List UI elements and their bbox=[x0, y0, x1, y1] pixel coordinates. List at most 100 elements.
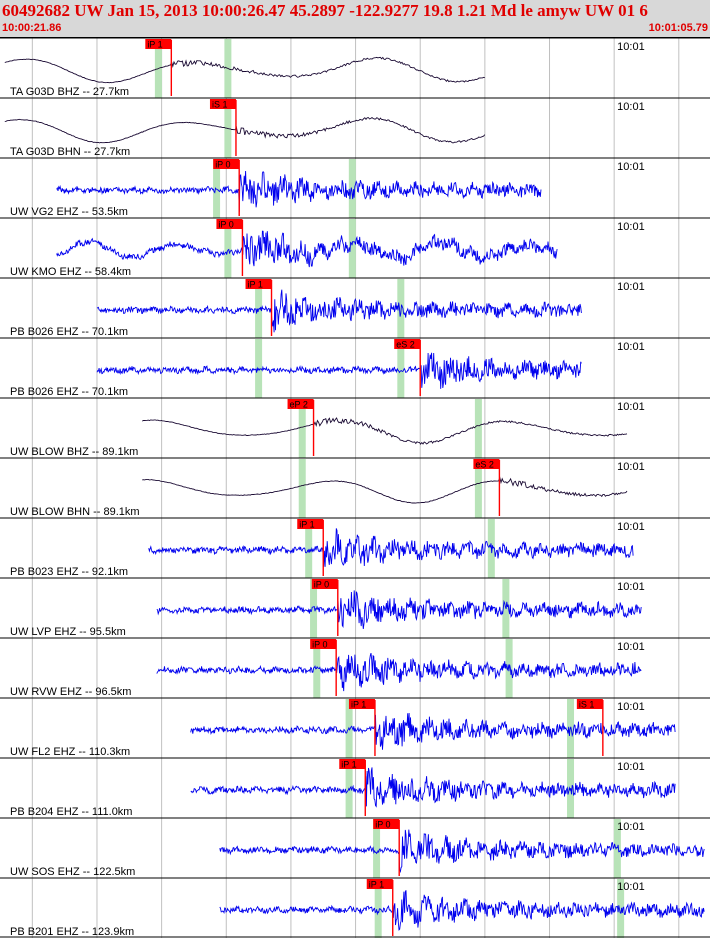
station-label: PB B204 EHZ -- 111.0km bbox=[10, 806, 132, 818]
station-label: PB B026 EHZ -- 70.1km bbox=[10, 326, 128, 338]
pick-label: iP 1 bbox=[299, 520, 314, 530]
time-mark-label: 10:01 bbox=[617, 821, 645, 833]
pick-window bbox=[374, 879, 382, 938]
station-label: PB B026 EHZ -- 70.1km bbox=[10, 386, 128, 398]
pick-window bbox=[224, 219, 232, 278]
station-label: UW BLOW BHZ -- 89.1km bbox=[10, 446, 138, 458]
pick-label: iS 1 bbox=[579, 700, 595, 710]
pick-window bbox=[310, 579, 318, 638]
pick-window bbox=[373, 819, 381, 878]
time-mark-label: 10:01 bbox=[617, 281, 645, 293]
trace-row: eP 2 10:01 UW BLOW BHZ -- 89.1km bbox=[0, 397, 710, 458]
pick-window bbox=[617, 879, 625, 938]
pick-label: iP 0 bbox=[375, 820, 390, 830]
pick-box[interactable] bbox=[287, 399, 314, 409]
waveform bbox=[156, 590, 642, 630]
trace-row: iP 1 10:01 PB B201 EHZ -- 123.9km bbox=[0, 877, 710, 938]
pick-label: eS 2 bbox=[475, 460, 494, 470]
trace-row: iP 1 10:01 PB B023 EHZ -- 92.1km bbox=[0, 517, 710, 578]
pick-label: iP 0 bbox=[312, 640, 327, 650]
pick-label: eS 2 bbox=[396, 340, 415, 350]
station-label: UW LVP EHZ -- 95.5km bbox=[10, 626, 126, 638]
end-time-label: 10:01:05.79 bbox=[648, 22, 708, 34]
waveform bbox=[142, 475, 628, 504]
trace-row: iP 1 10:01 TA G03D BHZ -- 27.7km bbox=[0, 38, 710, 98]
pick-label: iS 1 bbox=[212, 100, 228, 110]
pick-box[interactable] bbox=[576, 699, 603, 709]
trace-row: iP 0 10:01 UW VG2 EHZ -- 53.5km bbox=[0, 157, 710, 218]
pick-window bbox=[613, 819, 621, 878]
station-label: UW FL2 EHZ -- 110.3km bbox=[10, 746, 130, 758]
time-mark-label: 10:01 bbox=[617, 761, 645, 773]
trace-row: iP 1 10:01 PB B026 EHZ -- 70.1km bbox=[0, 277, 710, 338]
pick-box[interactable] bbox=[213, 159, 240, 169]
time-mark-label: 10:01 bbox=[617, 461, 645, 473]
station-label: PB B023 EHZ -- 92.1km bbox=[10, 566, 128, 578]
trace-row: iP 0 10:01 UW LVP EHZ -- 95.5km bbox=[0, 577, 710, 638]
event-title: 60492682 UW Jan 15, 2013 10:00:26.47 45.… bbox=[2, 1, 648, 20]
pick-label: eP 2 bbox=[290, 400, 308, 410]
waveform bbox=[4, 56, 485, 84]
waveform bbox=[156, 652, 642, 692]
time-mark-label: 10:01 bbox=[617, 701, 645, 713]
trace-row: iS 1 10:01 TA G03D BHN -- 27.7km bbox=[0, 97, 710, 158]
waveform bbox=[56, 170, 542, 212]
pick-label: iP 0 bbox=[218, 220, 233, 230]
pick-label: iP 1 bbox=[369, 880, 384, 890]
station-label: UW VG2 EHZ -- 53.5km bbox=[10, 206, 128, 218]
time-mark-label: 10:01 bbox=[617, 101, 645, 113]
waveform bbox=[56, 230, 558, 268]
pick-box[interactable] bbox=[348, 699, 375, 709]
pick-box[interactable] bbox=[473, 459, 500, 469]
waveform bbox=[219, 829, 705, 874]
pick-window bbox=[305, 519, 313, 578]
waveform bbox=[4, 117, 486, 144]
trace-row: iP 0 10:01 UW SOS EHZ -- 122.5km bbox=[0, 817, 710, 878]
pick-label: iP 1 bbox=[351, 700, 366, 710]
pick-label: iP 0 bbox=[215, 160, 230, 170]
pick-box[interactable] bbox=[209, 99, 236, 109]
pick-window bbox=[474, 459, 482, 518]
station-label: UW KMO EHZ -- 58.4km bbox=[10, 266, 131, 278]
trace-row: iP 1 10:01 PB B204 EHZ -- 111.0km bbox=[0, 757, 710, 818]
pick-label: iP 1 bbox=[147, 40, 162, 50]
pick-box[interactable] bbox=[245, 279, 272, 289]
pick-label: iP 0 bbox=[314, 580, 329, 590]
waveform bbox=[219, 890, 705, 931]
trace-row: iP 0 10:01 UW KMO EHZ -- 58.4km bbox=[0, 217, 710, 278]
pick-label: iP 1 bbox=[341, 760, 356, 770]
time-mark-label: 10:01 bbox=[617, 581, 645, 593]
pick-box[interactable] bbox=[373, 819, 400, 829]
time-mark-label: 10:01 bbox=[617, 401, 645, 413]
pick-window bbox=[397, 339, 405, 398]
waveform bbox=[148, 528, 634, 567]
pick-window bbox=[298, 399, 306, 458]
time-mark-label: 10:01 bbox=[617, 641, 645, 653]
station-label: TA G03D BHN -- 27.7km bbox=[10, 146, 130, 158]
pick-label: iP 1 bbox=[248, 280, 263, 290]
pick-box[interactable] bbox=[216, 219, 243, 229]
pick-box[interactable] bbox=[366, 879, 393, 889]
trace-row: iP 1 iS 1 10:01 UW FL2 EHZ -- 110.3km bbox=[0, 697, 710, 758]
station-label: UW BLOW BHN -- 89.1km bbox=[10, 506, 140, 518]
pick-box[interactable] bbox=[145, 39, 172, 49]
pick-box[interactable] bbox=[297, 519, 324, 529]
seismogram-panel: iP 1 10:01 TA G03D BHZ -- 27.7km iS 1 10:01 T… bbox=[0, 38, 710, 938]
time-mark-label: 10:01 bbox=[617, 881, 645, 893]
pick-window bbox=[474, 399, 482, 458]
waveform bbox=[96, 289, 582, 333]
pick-box[interactable] bbox=[394, 339, 421, 349]
waveform bbox=[190, 712, 676, 750]
pick-box[interactable] bbox=[310, 639, 337, 649]
time-mark-label: 10:01 bbox=[617, 221, 645, 233]
station-label: TA G03D BHZ -- 27.7km bbox=[10, 86, 129, 98]
waveform bbox=[141, 417, 628, 445]
station-label: PB B201 EHZ -- 123.9km bbox=[10, 926, 134, 938]
trace-row: iP 0 10:01 UW RVW EHZ -- 96.5km bbox=[0, 637, 710, 698]
station-label: UW SOS EHZ -- 122.5km bbox=[10, 866, 135, 878]
pick-window bbox=[213, 159, 221, 218]
trace-row: eS 2 10:01 UW BLOW BHN -- 89.1km bbox=[0, 457, 710, 518]
pick-box[interactable] bbox=[339, 759, 366, 769]
pick-box[interactable] bbox=[311, 579, 338, 589]
pick-window bbox=[348, 159, 356, 218]
